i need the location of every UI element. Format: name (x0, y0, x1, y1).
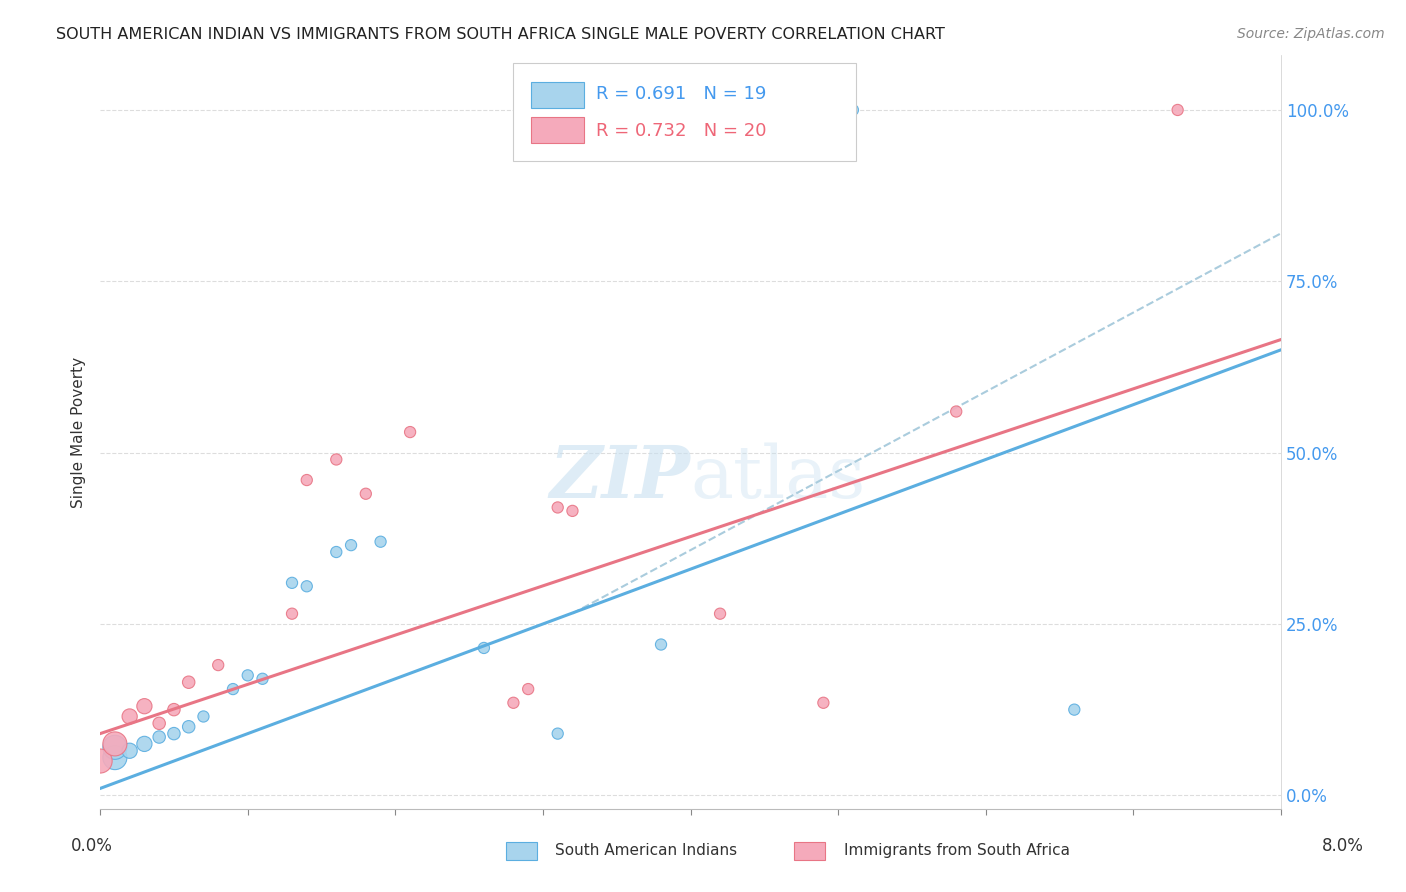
Text: Immigrants from South Africa: Immigrants from South Africa (844, 844, 1070, 858)
Point (163, 726, 186, 740)
Point (325, 452, 347, 467)
Point (222, 682, 245, 697)
Text: R = 0.691   N = 19: R = 0.691 N = 19 (596, 86, 766, 103)
FancyBboxPatch shape (531, 117, 585, 144)
Text: South American Indians: South American Indians (555, 844, 738, 858)
Point (252, 672, 274, 686)
Point (370, 534, 392, 549)
Point (709, 607, 731, 621)
Text: R = 0.732   N = 20: R = 0.732 N = 20 (596, 121, 766, 139)
Point (1167, 103, 1189, 117)
Point (281, 607, 304, 621)
Point (236, 668, 259, 682)
Point (134, 737, 156, 751)
Text: 0.0%: 0.0% (70, 837, 112, 855)
Point (177, 675, 200, 690)
Point (547, 500, 569, 515)
Point (177, 720, 200, 734)
FancyBboxPatch shape (531, 81, 585, 108)
Point (148, 716, 170, 731)
Point (547, 726, 569, 740)
Point (1063, 703, 1085, 717)
Point (842, 103, 865, 117)
Point (340, 538, 363, 552)
Point (134, 699, 156, 714)
Text: SOUTH AMERICAN INDIAN VS IMMIGRANTS FROM SOUTH AFRICA SINGLE MALE POVERTY CORREL: SOUTH AMERICAN INDIAN VS IMMIGRANTS FROM… (56, 27, 945, 42)
Point (650, 638, 672, 652)
Point (517, 682, 540, 697)
Point (163, 703, 186, 717)
Point (502, 696, 524, 710)
Point (148, 730, 170, 744)
Point (118, 709, 141, 723)
Point (325, 545, 347, 559)
Point (295, 579, 318, 593)
FancyBboxPatch shape (513, 62, 856, 161)
Point (104, 740, 127, 755)
Y-axis label: Single Male Poverty: Single Male Poverty (72, 357, 86, 508)
Point (354, 487, 377, 501)
Point (295, 473, 318, 487)
Text: atlas: atlas (690, 442, 866, 513)
Point (207, 658, 229, 673)
Point (472, 640, 495, 655)
Text: 8.0%: 8.0% (1322, 837, 1364, 855)
Point (945, 404, 967, 418)
Text: Source: ZipAtlas.com: Source: ZipAtlas.com (1237, 27, 1385, 41)
Point (89, 754, 111, 768)
Point (399, 425, 422, 439)
Point (561, 504, 583, 518)
Point (104, 737, 127, 751)
Text: ZIP: ZIP (550, 442, 690, 513)
Point (193, 709, 215, 723)
Point (281, 575, 304, 590)
Point (118, 744, 141, 758)
Point (813, 696, 835, 710)
Point (104, 750, 127, 764)
